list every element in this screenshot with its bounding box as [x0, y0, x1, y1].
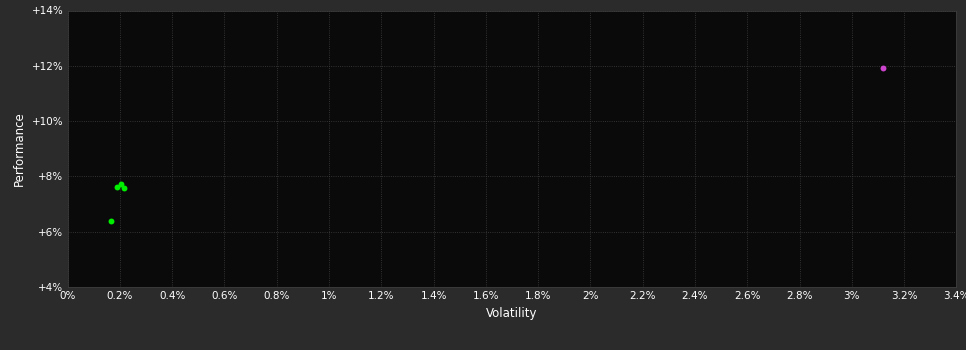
Point [875, 65, 891, 71]
Point [116, 186, 131, 191]
Y-axis label: Performance: Performance [14, 111, 26, 186]
X-axis label: Volatility: Volatility [486, 307, 538, 320]
Point [109, 184, 125, 190]
Point [113, 181, 128, 187]
Point [103, 218, 119, 224]
